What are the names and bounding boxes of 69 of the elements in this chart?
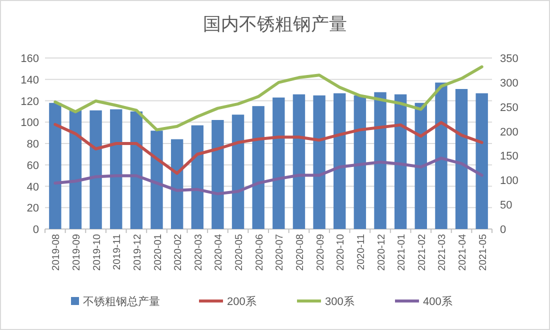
y-tick-label: 120 [20,96,39,108]
y2-tick-label: 350 [500,53,518,65]
x-tick-label: 2020-05 [234,234,246,271]
line-series [54,156,484,196]
x-tick-label: 2020-01 [152,234,164,271]
bar [414,102,427,229]
x-tick-label: 2021-04 [458,234,469,271]
y-tick-label: 60 [26,160,39,172]
bar [394,94,407,229]
y-tick-label: 160 [20,53,39,65]
bar [232,114,244,229]
bar [292,94,306,229]
y2-tick-label: 250 [500,102,518,114]
bar [90,110,102,229]
x-tick-label: 2020-11 [356,234,367,270]
y2-tick-label: 0 [500,224,506,236]
y2-tick-label: 150 [500,150,518,163]
bar [170,139,184,229]
x-tick-label: 2021-03 [437,234,448,271]
y2-tick-label: 50 [500,200,512,212]
x-tick-label: 2019-12 [132,234,144,271]
y-tick-label: 140 [20,74,39,86]
x-tick-label: 2020-09 [315,234,326,271]
bar [354,95,366,229]
bar [334,93,346,229]
bar [252,106,264,229]
x-tick-label: 2019-09 [71,234,82,271]
x-tick-label: 2021-02 [416,234,428,271]
bar [455,88,468,229]
bar [69,110,82,229]
legend-label: 200系 [227,295,256,308]
x-tick-label: 2020-04 [214,234,225,271]
x-tick-label: 2020-06 [254,234,266,271]
x-tick-label: 2019-10 [92,234,103,271]
legend-label: 400系 [423,295,452,308]
bar [130,111,143,229]
legend-label: 300系 [325,295,354,308]
y2-tick-label: 200 [500,126,518,138]
x-tick-label: 2020-07 [274,234,286,271]
x-tick-label: 2021-01 [396,234,408,271]
bar [212,120,224,229]
bar [272,98,285,229]
y-tick-label: 0 [32,224,39,236]
bar [374,92,386,229]
bar [313,95,326,229]
y-tick-label: 100 [20,117,39,130]
line-series [54,65,484,132]
x-tick-label: 2020-12 [376,234,388,271]
x-tick-label: 2020-08 [294,234,306,271]
x-tick-label: 2019-11 [112,234,124,270]
x-tick-label: 2020-02 [173,234,184,271]
x-tick-label: 2020-03 [193,234,204,271]
y-tick-label: 20 [26,202,39,215]
bar [49,102,62,229]
bar [435,82,448,229]
legend-label: 不锈粗钢总产量 [83,295,160,308]
chart-title: 国内不锈粗钢产量 [203,14,347,34]
y2-tick-label: 300 [500,77,518,90]
y-tick-label: 40 [26,181,39,194]
bar [150,130,163,229]
x-tick-label: 2021-05 [478,234,489,271]
y2-tick-label: 100 [500,175,518,188]
bar [110,109,122,229]
x-tick-label: 2020-10 [336,234,347,271]
x-tick-label: 2019-08 [51,234,62,271]
line-series [54,120,484,175]
bar [191,125,204,229]
y-tick-label: 80 [26,138,39,150]
bar [476,93,488,229]
